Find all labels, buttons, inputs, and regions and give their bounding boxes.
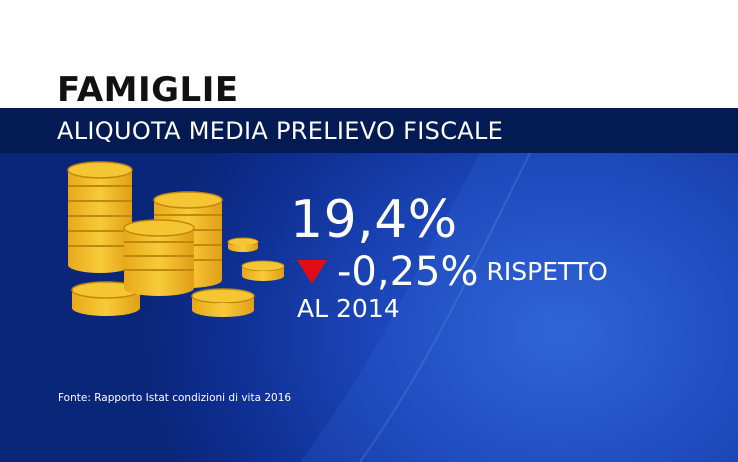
stat-reference-year: AL 2014 [297,294,400,323]
coin-small-top [227,237,259,252]
stat-change-row: -0,25% RISPETTO [297,252,608,292]
coin-small-right [241,260,285,281]
stat-change-label: RISPETTO [486,257,608,286]
coin-stacks-icon [67,161,285,317]
stat-change: -0,25% [337,249,479,295]
background-curve [300,153,738,462]
coin-stack-front [123,219,195,296]
page-subtitle: ALIQUOTA MEDIA PRELIEVO FISCALE [57,117,504,145]
stat-value: 19,4% [290,190,458,250]
subtitle-band [0,108,738,153]
source-note: Fonte: Rapporto Istat condizioni di vita… [58,392,292,404]
coin-flat-left [71,281,141,316]
coin-flat-right [191,288,255,317]
page-title: FAMIGLIE [57,70,239,110]
title-band [0,0,738,108]
coin-stack-left [67,161,133,273]
triangle-down-icon [297,260,327,284]
